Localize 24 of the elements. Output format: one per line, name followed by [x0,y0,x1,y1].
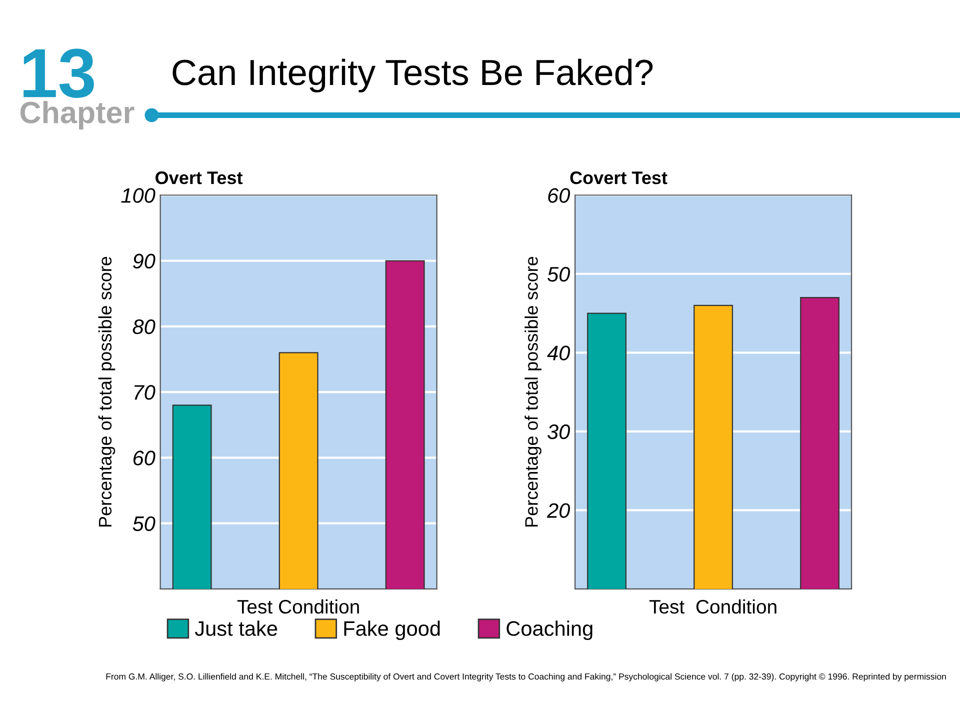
y-tick-label: 30 [547,424,570,440]
y-tick-label: 80 [132,319,156,334]
x-axis-title: Test Condition [237,599,359,614]
y-tick-label: 40 [547,346,570,360]
legend-label: Coaching [506,620,592,640]
y-tick-label: 90 [133,254,156,269]
y-tick-label: 60 [548,188,570,203]
chart-title: Overt Test [156,171,243,184]
y-tick-label: 50 [547,266,570,282]
y-axis-title: Percentage of total possible score [524,256,542,527]
text: From G.M. Alliger, S.O. Lillienfield and K.E. Mitchell, “The Susceptibility of Overt and Covert Integrity Tests to Coaching and Faking,” Psychological Science vol. 7 (pp. 32-39). Copyright © 1996. Reprinted by permission [106,673,946,682]
text: Can Integrity Tests Be Faked? [172,58,653,92]
x-axis-title: Test Condition [649,599,776,614]
y-tick-label: 60 [133,450,156,466]
chart-title: Covert Test [570,171,668,184]
y-tick-label: 20 [546,503,570,518]
text: 13 [24,48,94,98]
y-tick-label: 70 [134,385,156,400]
text: Chapter [20,100,134,130]
y-tick-label: 50 [132,516,156,532]
y-tick-label: 100 [121,188,156,203]
y-axis-title: Percentage of total possible score [98,256,116,527]
legend-label: Just take [194,620,278,636]
legend-label: Fake good [344,620,440,640]
